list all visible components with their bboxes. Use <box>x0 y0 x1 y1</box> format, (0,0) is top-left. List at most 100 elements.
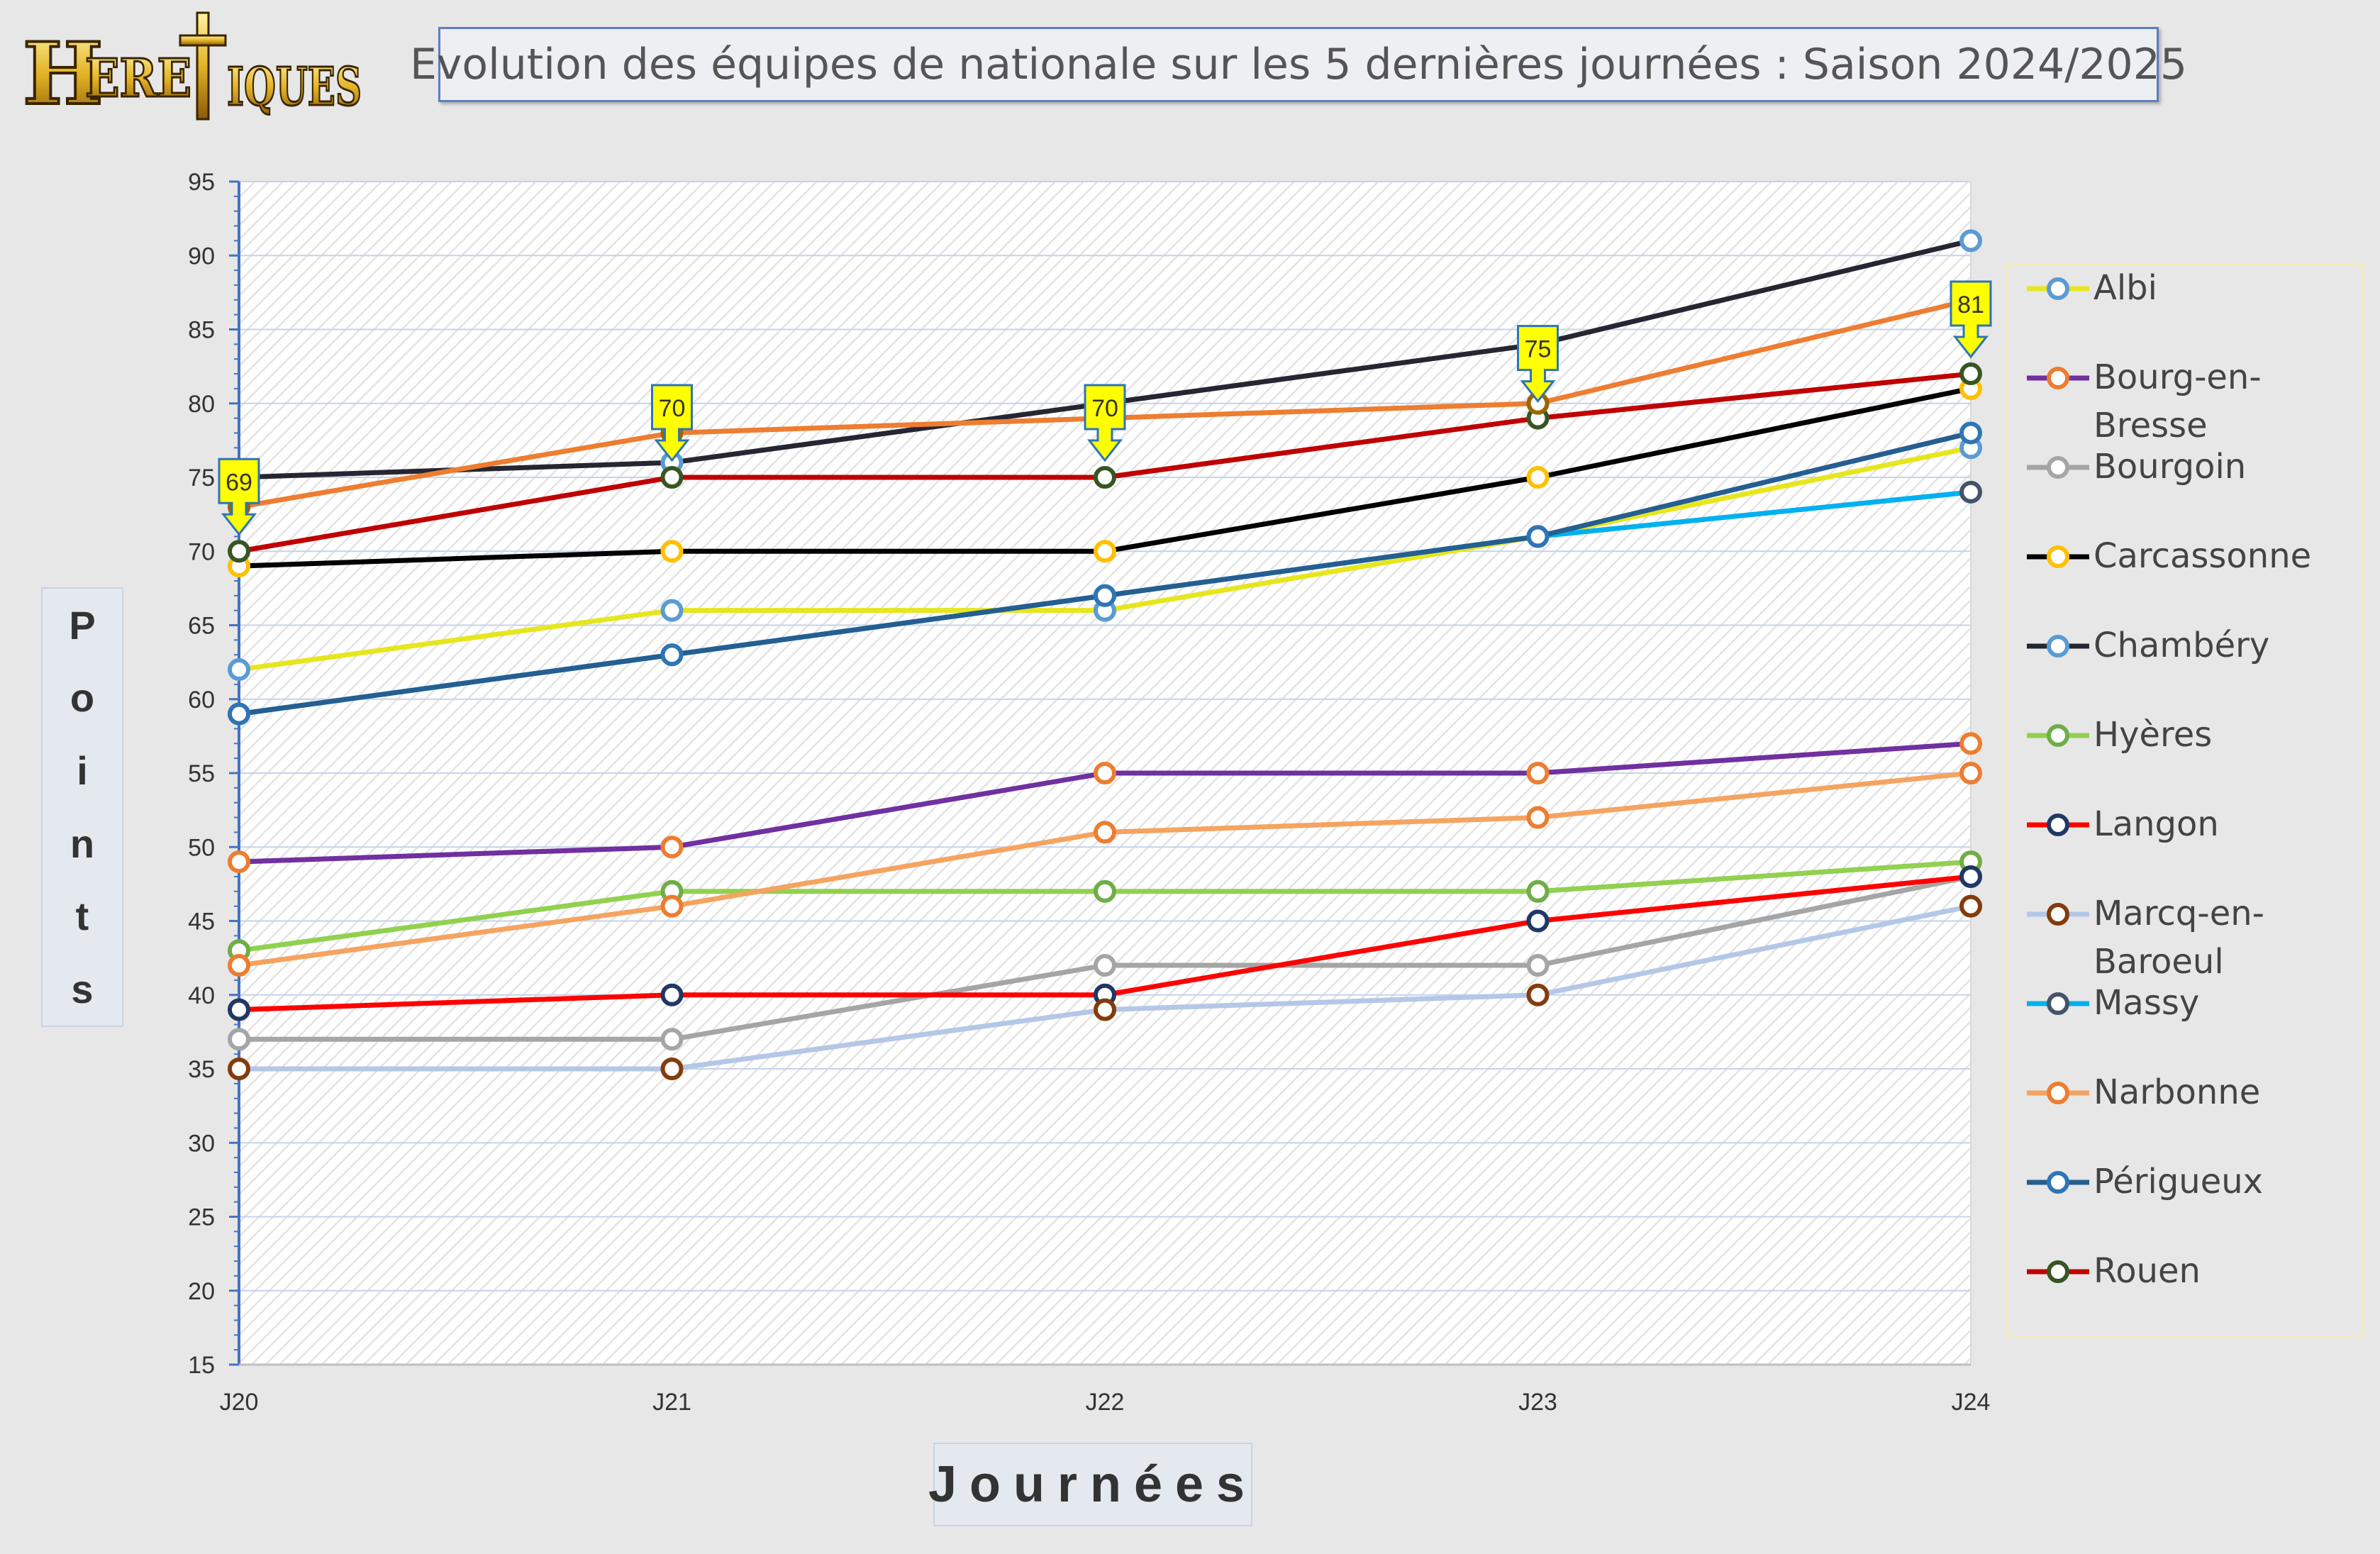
data-point <box>1959 732 1982 755</box>
legend-marker <box>2047 1082 2069 1104</box>
data-point <box>660 599 684 622</box>
data-point <box>228 540 250 563</box>
x-tick-label: J21 <box>652 1389 691 1416</box>
y-tick-label: 70 <box>188 538 215 565</box>
data-point <box>1959 362 1982 386</box>
legend-swatch <box>2027 456 2089 479</box>
data-point <box>1959 229 1982 252</box>
data-point <box>1094 954 1116 977</box>
x-tick-label: J24 <box>1952 1389 1991 1416</box>
legend-item: Marcq-en-Baroeul <box>2023 894 2349 982</box>
legend-label: Bourgoin <box>2093 447 2247 487</box>
data-point <box>1526 466 1550 489</box>
data-point <box>1959 421 1982 445</box>
data-point <box>660 983 684 1006</box>
legend-label: Chambéry <box>2093 626 2270 665</box>
legend-marker <box>2047 992 2069 1015</box>
legend-swatch <box>2027 367 2089 389</box>
y-tick-label: 55 <box>188 760 215 787</box>
data-point <box>1526 762 1550 784</box>
legend-marker <box>2047 277 2069 300</box>
data-point <box>660 540 684 563</box>
legend-marker <box>2047 635 2069 657</box>
data-point <box>1959 762 1982 784</box>
x-tick-label: J22 <box>1086 1389 1125 1416</box>
legend-item: Langon <box>2023 804 2349 885</box>
y-tick-label: 75 <box>188 465 215 492</box>
chart-title: Evolution des équipes de nationale sur l… <box>410 27 2187 102</box>
callout-label: 70 <box>1091 395 1118 422</box>
y-tick-label: 40 <box>188 982 215 1009</box>
svg-text:H: H <box>23 24 103 124</box>
data-point <box>1094 879 1116 903</box>
y-axis-letter: n <box>69 821 95 866</box>
data-point <box>228 1028 250 1051</box>
y-tick-label: 45 <box>188 909 215 936</box>
legend-marker <box>2047 1260 2069 1283</box>
y-tick-label: 50 <box>188 834 215 861</box>
y-axis-letter: t <box>75 894 89 939</box>
legend-marker <box>2047 724 2069 747</box>
legend-item: Rouen <box>2023 1251 2349 1332</box>
data-point <box>228 702 250 726</box>
legend-swatch <box>2027 545 2089 568</box>
legend-label: Narbonne <box>2093 1072 2261 1112</box>
legend-swatch <box>2027 635 2089 657</box>
data-point <box>1959 480 1982 504</box>
callout-label: 69 <box>226 469 252 496</box>
y-tick-label: 30 <box>188 1130 215 1157</box>
x-tick-label: J23 <box>1518 1389 1557 1416</box>
legend-item: Albi <box>2023 268 2349 349</box>
legend-swatch <box>2027 1260 2089 1283</box>
data-point <box>1959 894 1982 918</box>
data-point <box>1094 466 1116 489</box>
legend-marker <box>2047 456 2069 479</box>
data-point <box>1526 806 1550 829</box>
data-point <box>1526 525 1550 548</box>
data-point <box>1526 879 1550 903</box>
legend-swatch <box>2027 903 2089 926</box>
y-tick-label: 35 <box>188 1056 215 1083</box>
legend-marker <box>2047 1171 2069 1194</box>
y-axis-letter: i <box>77 748 88 794</box>
legend-label: Massy <box>2093 983 2200 1023</box>
y-axis-letter: o <box>69 675 95 721</box>
y-tick-label: 90 <box>188 243 215 270</box>
legend-label: Albi <box>2093 268 2157 308</box>
svg-text:IQUES: IQUES <box>227 57 362 118</box>
data-point <box>1526 983 1550 1006</box>
legend-swatch <box>2027 992 2089 1015</box>
data-point <box>1526 909 1550 933</box>
data-point <box>660 1058 684 1080</box>
data-point <box>660 466 684 489</box>
data-point <box>660 894 684 918</box>
x-tick-label: J20 <box>220 1389 259 1416</box>
y-tick-label: 20 <box>188 1278 215 1305</box>
callout-label: 70 <box>659 395 686 422</box>
data-point <box>1094 762 1116 784</box>
data-point <box>1959 865 1982 888</box>
data-point <box>1094 998 1116 1021</box>
y-tick-label: 65 <box>188 613 215 640</box>
legend-label: Bourg-en-Bresse <box>2093 357 2262 445</box>
y-axis-letter: P <box>69 602 96 648</box>
data-point <box>660 643 684 667</box>
legend-swatch <box>2027 1082 2089 1104</box>
legend-label: Rouen <box>2093 1251 2201 1291</box>
legend-item: Périgueux <box>2023 1162 2349 1243</box>
x-axis-title: Journées <box>928 1443 1252 1526</box>
data-point <box>660 836 684 859</box>
legend-label: Marcq-en-Baroeul <box>2093 894 2264 982</box>
legend-marker <box>2047 903 2069 926</box>
data-point <box>1094 584 1116 607</box>
legend-item: Bourg-en-Bresse <box>2023 357 2349 445</box>
legend-label: Langon <box>2093 804 2219 844</box>
data-point <box>1094 540 1116 563</box>
data-point <box>1526 954 1550 977</box>
data-point <box>228 1058 250 1080</box>
y-tick-label: 85 <box>188 317 215 344</box>
callout-label: 75 <box>1525 336 1552 363</box>
legend-item: Massy <box>2023 983 2349 1064</box>
value-callout <box>651 384 693 462</box>
